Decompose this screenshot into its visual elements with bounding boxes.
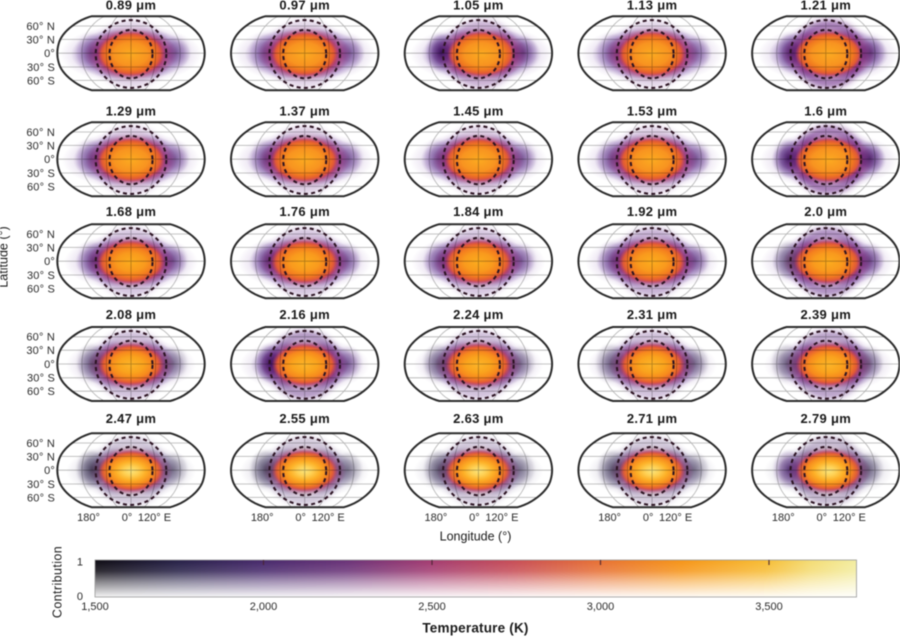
svg-text:0°: 0° <box>817 512 828 524</box>
svg-text:30° S: 30° S <box>27 373 55 385</box>
svg-text:3,000: 3,000 <box>587 601 615 613</box>
svg-text:2.08 μm: 2.08 μm <box>106 307 157 322</box>
svg-text:Temperature (K): Temperature (K) <box>422 621 528 636</box>
svg-text:Latitude (°): Latitude (°) <box>0 226 11 287</box>
svg-text:2.16 μm: 2.16 μm <box>279 307 330 322</box>
svg-text:0°: 0° <box>44 154 55 166</box>
svg-text:30° S: 30° S <box>27 270 55 282</box>
svg-text:0: 0 <box>77 591 83 603</box>
svg-text:30° N: 30° N <box>26 451 55 463</box>
svg-text:0°: 0° <box>295 512 306 524</box>
svg-text:60° N: 60° N <box>26 332 55 344</box>
svg-text:2.79 μm: 2.79 μm <box>801 411 852 426</box>
svg-text:120° E: 120° E <box>659 512 692 524</box>
svg-text:180°: 180° <box>598 512 621 524</box>
svg-text:1.92 μm: 1.92 μm <box>627 204 678 219</box>
svg-text:1: 1 <box>77 557 83 569</box>
svg-text:1.13 μm: 1.13 μm <box>627 0 678 12</box>
svg-text:60° N: 60° N <box>26 21 55 33</box>
svg-text:2.39 μm: 2.39 μm <box>801 307 852 322</box>
svg-text:2.47 μm: 2.47 μm <box>106 411 157 426</box>
svg-text:180°: 180° <box>772 512 795 524</box>
svg-text:0°: 0° <box>44 359 55 371</box>
svg-text:0°: 0° <box>122 512 133 524</box>
svg-text:30° N: 30° N <box>26 34 55 46</box>
svg-text:2,000: 2,000 <box>250 601 278 613</box>
svg-text:2,500: 2,500 <box>418 601 446 613</box>
svg-text:2.63 μm: 2.63 μm <box>453 411 504 426</box>
svg-text:60° N: 60° N <box>26 438 55 450</box>
svg-text:60° N: 60° N <box>26 229 55 241</box>
svg-text:Contribution: Contribution <box>51 546 65 618</box>
svg-text:1.68 μm: 1.68 μm <box>106 204 157 219</box>
svg-text:180°: 180° <box>425 512 448 524</box>
svg-text:180°: 180° <box>77 512 100 524</box>
svg-text:1.29 μm: 1.29 μm <box>106 103 157 118</box>
svg-text:0°: 0° <box>44 256 55 268</box>
svg-text:1,500: 1,500 <box>81 601 109 613</box>
svg-text:2.31 μm: 2.31 μm <box>627 307 678 322</box>
svg-text:2.71 μm: 2.71 μm <box>627 411 678 426</box>
svg-text:1.37 μm: 1.37 μm <box>279 103 330 118</box>
svg-text:1.45 μm: 1.45 μm <box>453 103 504 118</box>
svg-text:120° E: 120° E <box>312 512 345 524</box>
svg-text:2.55 μm: 2.55 μm <box>279 411 330 426</box>
svg-text:0.89 μm: 0.89 μm <box>106 0 157 12</box>
svg-text:30° S: 30° S <box>27 168 55 180</box>
svg-text:Longitude (°): Longitude (°) <box>440 530 512 544</box>
svg-text:60° S: 60° S <box>27 283 55 295</box>
svg-text:180°: 180° <box>251 512 274 524</box>
svg-text:1.53 μm: 1.53 μm <box>627 103 678 118</box>
svg-text:1.05 μm: 1.05 μm <box>453 0 504 12</box>
svg-text:0°: 0° <box>44 48 55 60</box>
svg-text:1.84 μm: 1.84 μm <box>453 204 504 219</box>
svg-text:0°: 0° <box>469 512 480 524</box>
svg-text:120° E: 120° E <box>138 512 171 524</box>
svg-text:30° N: 30° N <box>26 140 55 152</box>
svg-text:3,500: 3,500 <box>755 601 783 613</box>
svg-text:1.21 μm: 1.21 μm <box>801 0 852 12</box>
svg-text:1.6 μm: 1.6 μm <box>804 103 847 118</box>
svg-text:30° N: 30° N <box>26 345 55 357</box>
svg-text:60° S: 60° S <box>27 75 55 87</box>
svg-text:120° E: 120° E <box>485 512 518 524</box>
svg-text:120° E: 120° E <box>833 512 866 524</box>
svg-text:60° S: 60° S <box>27 181 55 193</box>
svg-text:0°: 0° <box>44 465 55 477</box>
svg-text:30° N: 30° N <box>26 242 55 254</box>
svg-text:30° S: 30° S <box>27 479 55 491</box>
svg-text:0°: 0° <box>643 512 654 524</box>
svg-text:2.24 μm: 2.24 μm <box>453 307 504 322</box>
svg-text:0.97 μm: 0.97 μm <box>279 0 330 12</box>
svg-text:2.0 μm: 2.0 μm <box>804 204 847 219</box>
svg-text:60° N: 60° N <box>26 127 55 139</box>
svg-text:30° S: 30° S <box>27 62 55 74</box>
svg-text:60° S: 60° S <box>27 492 55 504</box>
svg-text:60° S: 60° S <box>27 386 55 398</box>
svg-text:1.76 μm: 1.76 μm <box>279 204 330 219</box>
